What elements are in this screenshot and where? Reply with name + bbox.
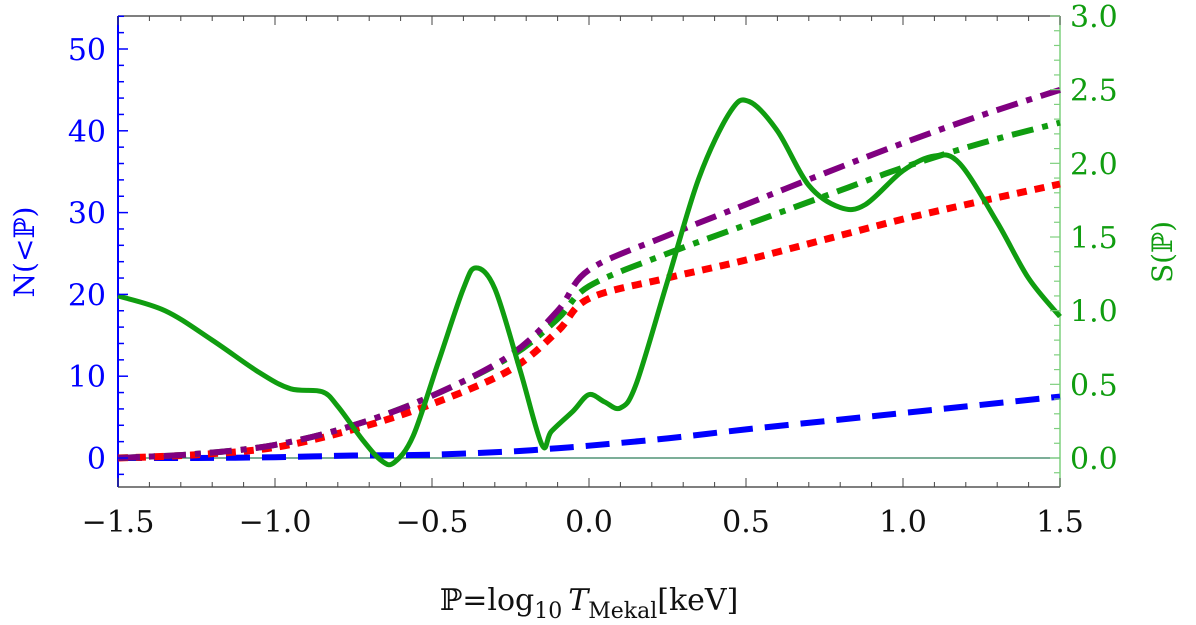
x-tick-label: 0.0	[565, 505, 613, 540]
x-tick-label: −1.0	[239, 505, 312, 540]
y-axis-left-title: N(<ℙ)	[8, 207, 41, 298]
y-right-tick-label: 3.0	[1070, 0, 1118, 35]
y-left-tick-label: 30	[68, 197, 106, 232]
y-left-tick-label: 40	[68, 115, 106, 150]
y-right-tick-label: 2.5	[1070, 74, 1118, 109]
x-tick-label: 1.0	[879, 505, 927, 540]
y-right-tick-label: 0.0	[1070, 442, 1118, 477]
y-right-tick-label: 1.5	[1070, 221, 1118, 256]
y-right-tick-label: 0.5	[1070, 368, 1118, 403]
y-left-tick-label: 10	[68, 360, 106, 395]
x-axis-title: ℙ=log10 TMekal[keV]	[440, 583, 739, 624]
x-tick-label: −1.5	[82, 505, 155, 540]
series-layer	[117, 87, 1062, 468]
ticks-layer	[117, 15, 1061, 487]
series-dashdot-109d10	[117, 119, 1061, 461]
y-right-tick-label: 2.0	[1070, 147, 1118, 182]
x-tick-label: 0.5	[722, 505, 770, 540]
x-tick-label: −0.5	[396, 505, 469, 540]
y-left-tick-label: 20	[68, 278, 106, 313]
series-dotted-ff0000	[117, 180, 1061, 462]
y-right-tick-label: 1.0	[1070, 295, 1118, 330]
series-dashed-0000ff	[117, 393, 1061, 462]
y-axis-right-title: S(ℙ)	[1146, 221, 1179, 283]
labels-layer: −1.5 −1.0 −0.5 0.0 0.5 1.0 1.5 0 10 20 30 40 50 0.0 0.…	[68, 0, 1118, 540]
y-left-tick-label: 50	[68, 33, 106, 68]
y-left-tick-label: 0	[87, 442, 106, 477]
series-dashdot-800080	[117, 87, 1061, 461]
series-solid-109d10	[117, 97, 1062, 468]
plot-frame	[117, 15, 1061, 488]
x-tick-label: 1.5	[1036, 505, 1084, 540]
